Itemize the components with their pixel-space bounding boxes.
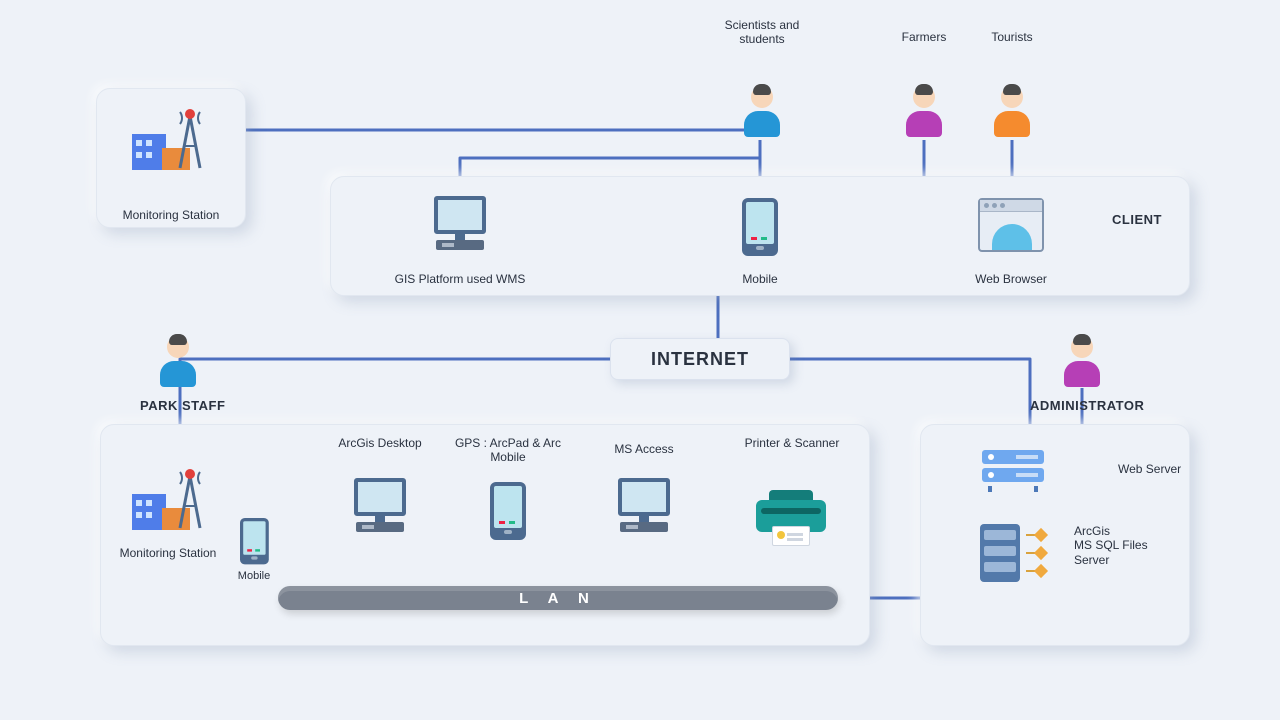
web-server-icon: [982, 450, 1044, 496]
gps-arcpad-label: GPS : ArcPad & Arc Mobile: [453, 436, 563, 465]
client-section-label: CLIENT: [1112, 212, 1162, 227]
mobile-client-label: Mobile: [705, 272, 815, 286]
farmer-icon: [904, 86, 944, 140]
tourists-label: Tourists: [957, 30, 1067, 44]
lan-bar: L A N: [278, 586, 838, 610]
scientists-label: Scientists and students: [707, 18, 817, 47]
mobile-park-label: Mobile: [199, 570, 309, 583]
gps-arcpad-icon: [490, 482, 526, 540]
admin-icon: [1062, 336, 1102, 390]
printer-scanner-label: Printer & Scanner: [737, 436, 847, 450]
monitoring-station-top-label: Monitoring Station: [101, 208, 241, 222]
ms-access-icon: [614, 478, 674, 540]
administrator-label: ADMINISTRATOR: [1030, 398, 1144, 413]
web-server-label: Web Server: [1118, 462, 1208, 476]
mobile-client-icon: [742, 198, 778, 256]
arcgis-desktop-icon: [350, 478, 410, 540]
gis-wms-label: GIS Platform used WMS: [390, 272, 530, 286]
monitoring-station-bottom-label: Monitoring Station: [113, 546, 223, 560]
monitoring-station-icon: [132, 106, 204, 170]
park-staff-label: PARK STAFF: [140, 398, 225, 413]
internet-box: INTERNET: [610, 338, 790, 380]
arcgis-sql-label: ArcGis MS SQL Files Server: [1074, 524, 1184, 567]
printer-scanner-icon: [756, 490, 826, 546]
mobile-park-icon: [240, 518, 269, 564]
ms-access-label: MS Access: [589, 442, 699, 456]
web-browser-label: Web Browser: [956, 272, 1066, 286]
internet-label: INTERNET: [651, 349, 749, 370]
monitoring-station-bottom-icon: [132, 466, 204, 530]
gis-pc-icon: [430, 196, 490, 258]
arcgis-sql-server-icon: [980, 522, 1042, 586]
tourist-icon: [992, 86, 1032, 140]
web-browser-icon: [978, 198, 1044, 252]
scientist-icon: [742, 86, 782, 140]
park-staff-icon: [158, 336, 198, 390]
lan-label: L A N: [519, 590, 597, 607]
arcgis-desktop-label: ArcGis Desktop: [325, 436, 435, 450]
